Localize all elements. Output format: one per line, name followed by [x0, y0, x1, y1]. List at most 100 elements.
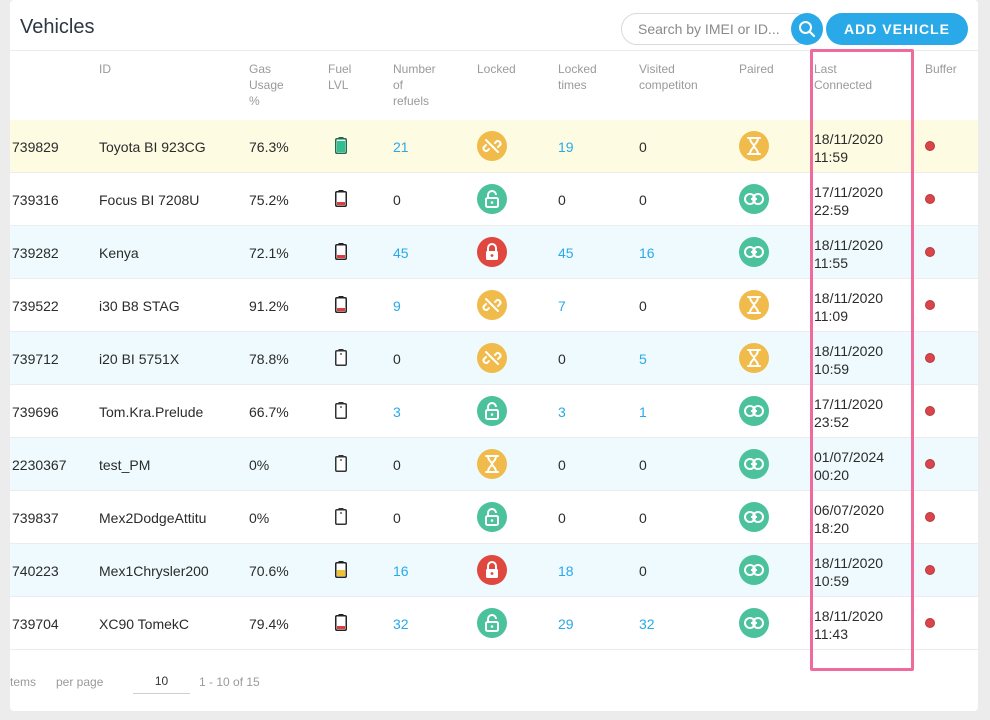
refuels-cell: 0 [393, 457, 401, 473]
last-connected-cell: 17/11/2020 23:52 [814, 396, 884, 430]
unlinked-icon[interactable] [477, 131, 507, 161]
search-input[interactable] [638, 21, 788, 37]
gas-usage-cell: 91.2% [249, 298, 289, 314]
unlinked-icon[interactable] [477, 343, 507, 373]
table-row[interactable]: 739837 Mex2DodgeAttitu 0% 0 0 0 06/07/2020 18:2… [10, 491, 978, 544]
hourglass-icon[interactable] [739, 290, 769, 320]
link-icon[interactable] [739, 184, 769, 214]
visited-competition-cell[interactable]: 1 [639, 404, 647, 420]
link-icon[interactable] [739, 555, 769, 585]
buffer-status-dot [925, 141, 935, 151]
column-header-fuel-lvl[interactable]: Fuel LVL [328, 62, 352, 92]
column-header-gas-usage[interactable]: Gas Usage % [249, 62, 284, 108]
table-row[interactable]: 739704 XC90 TomekC 79.4% 32 29 32 18/11/2020 11… [10, 597, 978, 650]
hourglass-icon[interactable] [477, 449, 507, 479]
vehicle-id-cell[interactable]: Focus BI 7208U [99, 192, 200, 208]
locked-icon[interactable] [477, 555, 507, 585]
table-row[interactable]: 2230367 test_PM 0% 0 0 0 01/07/2024 00:20 [10, 438, 978, 491]
visited-competition-cell[interactable]: 5 [639, 351, 647, 367]
imei-cell: 740223 [12, 563, 59, 579]
unlocked-icon[interactable] [477, 396, 507, 426]
gas-usage-cell: 0% [249, 510, 270, 526]
last-connected-cell: 06/07/2020 18:20 [814, 502, 885, 536]
buffer-status-dot [925, 459, 935, 469]
table-row[interactable]: 739282 Kenya 72.1% 45 45 16 18/11/2020 11:55 [10, 226, 978, 279]
vehicle-id-cell[interactable]: i30 B8 STAG [99, 298, 180, 314]
vehicle-id-cell[interactable]: test_PM [99, 457, 151, 473]
search-box[interactable] [621, 13, 811, 45]
visited-competition-cell: 0 [639, 139, 647, 155]
vehicle-id-cell[interactable]: i20 BI 5751X [99, 351, 180, 367]
locked-times-cell[interactable]: 29 [558, 616, 574, 632]
table-row[interactable]: 739316 Focus BI 7208U 75.2% 0 0 0 17/11/2020 22… [10, 173, 978, 226]
vehicle-id-cell[interactable]: Kenya [99, 245, 139, 261]
last-connected-cell: 18/11/2020 10:59 [814, 343, 884, 377]
table-row[interactable]: 740223 Mex1Chrysler200 70.6% 16 18 0 18/11/202… [10, 544, 978, 597]
locked-icon[interactable] [477, 237, 507, 267]
locked-times-cell[interactable]: 45 [558, 245, 574, 261]
hourglass-icon[interactable] [739, 131, 769, 161]
column-header-id[interactable]: ID [99, 62, 111, 76]
unlocked-icon[interactable] [477, 502, 507, 532]
imei-cell: 739829 [12, 139, 59, 155]
column-header-refuels[interactable]: Number of refuels [393, 62, 436, 108]
column-header-last-connected[interactable]: Last Connected [814, 62, 873, 92]
table-row[interactable]: 739696 Tom.Kra.Prelude 66.7% 3 3 1 17/11/2020 2… [10, 385, 978, 438]
vehicle-id-cell[interactable]: Toyota BI 923CG [99, 139, 206, 155]
column-header-locked-times[interactable]: Locked times [558, 62, 597, 92]
buffer-status-dot [925, 247, 935, 257]
vehicle-id-cell[interactable]: Mex2DodgeAttitu [99, 510, 207, 526]
table-row[interactable]: 739522 i30 B8 STAG 91.2% 9 7 0 18/11/2020 11:09 [10, 279, 978, 332]
vehicle-id-cell[interactable]: Tom.Kra.Prelude [99, 404, 204, 420]
refuels-cell[interactable]: 9 [393, 298, 401, 314]
locked-times-cell[interactable]: 18 [558, 563, 574, 579]
imei-cell: 739316 [12, 192, 59, 208]
buffer-status-dot [925, 406, 935, 416]
table-row[interactable]: 739829 Toyota BI 923CG 76.3% 21 19 0 18/11/202… [10, 120, 978, 173]
last-connected-cell: 18/11/2020 11:43 [814, 608, 884, 642]
hourglass-icon[interactable] [739, 343, 769, 373]
column-header-visited-competition[interactable]: Visited competiton [639, 62, 698, 92]
unlocked-icon[interactable] [477, 184, 507, 214]
visited-competition-cell[interactable]: 16 [639, 245, 655, 261]
link-icon[interactable] [739, 608, 769, 638]
vehicle-id-cell[interactable]: Mex1Chrysler200 [99, 563, 209, 579]
fuel-level-icon [335, 137, 347, 154]
last-connected-cell: 18/11/2020 10:59 [814, 555, 884, 589]
fuel-level-icon [335, 296, 347, 313]
gas-usage-cell: 78.8% [249, 351, 289, 367]
per-page-select[interactable]: 10 [133, 668, 190, 694]
gas-usage-cell: 70.6% [249, 563, 289, 579]
refuels-cell[interactable]: 45 [393, 245, 409, 261]
link-icon[interactable] [739, 502, 769, 532]
unlocked-icon[interactable] [477, 608, 507, 638]
visited-competition-cell: 0 [639, 457, 647, 473]
link-icon[interactable] [739, 449, 769, 479]
locked-times-cell[interactable]: 19 [558, 139, 574, 155]
link-icon[interactable] [739, 396, 769, 426]
page-title: Vehicles [20, 16, 95, 38]
visited-competition-cell[interactable]: 32 [639, 616, 655, 632]
imei-cell: 739522 [12, 298, 59, 314]
vehicle-id-cell[interactable]: XC90 TomekC [99, 616, 190, 632]
imei-cell: 739712 [12, 351, 59, 367]
column-header-locked[interactable]: Locked [477, 62, 516, 76]
locked-times-cell[interactable]: 3 [558, 404, 566, 420]
column-header-buffer[interactable]: Buffer [925, 62, 957, 76]
table-row[interactable]: 739712 i20 BI 5751X 78.8% 0 0 5 18/11/2020 10:5… [10, 332, 978, 385]
refuels-cell[interactable]: 3 [393, 404, 401, 420]
refuels-cell[interactable]: 16 [393, 563, 409, 579]
imei-cell: 739704 [12, 616, 59, 632]
add-vehicle-button[interactable]: ADD VEHICLE [826, 13, 968, 45]
refuels-cell[interactable]: 21 [393, 139, 409, 155]
search-button[interactable] [791, 13, 823, 45]
buffer-status-dot [925, 565, 935, 575]
gas-usage-cell: 75.2% [249, 192, 289, 208]
vehicles-panel: Vehicles ADD VEHICLE ID Gas Usage % Fuel… [10, 0, 978, 711]
column-header-paired[interactable]: Paired [739, 62, 774, 76]
locked-times-cell[interactable]: 7 [558, 298, 566, 314]
panel-header: Vehicles ADD VEHICLE [10, 0, 978, 51]
refuels-cell[interactable]: 32 [393, 616, 409, 632]
unlinked-icon[interactable] [477, 290, 507, 320]
link-icon[interactable] [739, 237, 769, 267]
